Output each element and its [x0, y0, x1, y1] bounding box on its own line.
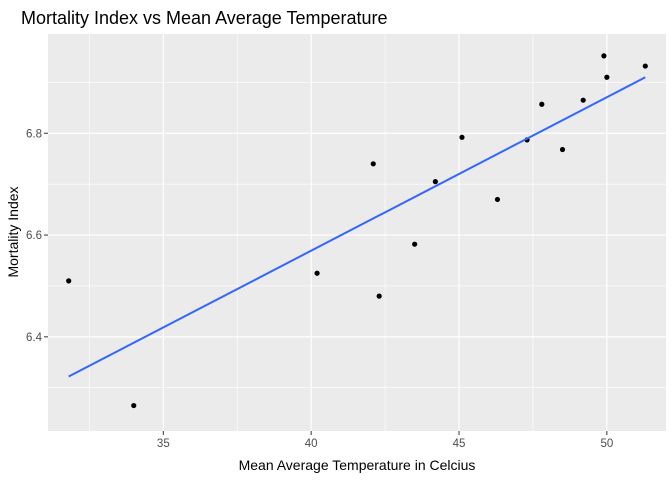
minor-gridlines: [48, 34, 666, 431]
y-axis-label: Mortality Index: [5, 186, 21, 277]
major-gridlines: [48, 34, 666, 431]
data-point: [432, 179, 438, 185]
data-point: [66, 278, 72, 284]
chart-title: Mortality Index vs Mean Average Temperat…: [21, 8, 388, 28]
data-point: [370, 161, 376, 167]
data-point: [314, 270, 320, 276]
plot-panel: [48, 34, 666, 431]
data-point: [494, 196, 501, 203]
x-axis-label: Mean Average Temperature in Celcius: [239, 457, 476, 473]
data-point: [604, 74, 610, 80]
y-tick-label: 6.8: [26, 128, 42, 140]
x-tick-label: 35: [157, 438, 170, 450]
trend-line: [68, 76, 646, 378]
data-point: [559, 146, 566, 153]
x-tick-label: 45: [453, 438, 466, 450]
x-tick-label: 50: [600, 438, 613, 450]
data-point: [642, 63, 648, 69]
data-point: [539, 101, 545, 107]
data-point: [580, 97, 586, 103]
y-tick-label: 6.6: [26, 230, 42, 242]
data-point: [131, 402, 137, 409]
x-tick-label: 40: [305, 438, 318, 450]
data-point: [459, 134, 465, 140]
trend-line-group: [68, 76, 646, 378]
x-axis: 35 40 45 50: [157, 431, 613, 450]
data-point: [601, 53, 607, 59]
data-point: [376, 293, 382, 299]
y-tick-label: 6.4: [26, 332, 43, 344]
data-point: [412, 241, 418, 247]
y-axis: 6.4 6.6 6.8: [26, 128, 48, 344]
